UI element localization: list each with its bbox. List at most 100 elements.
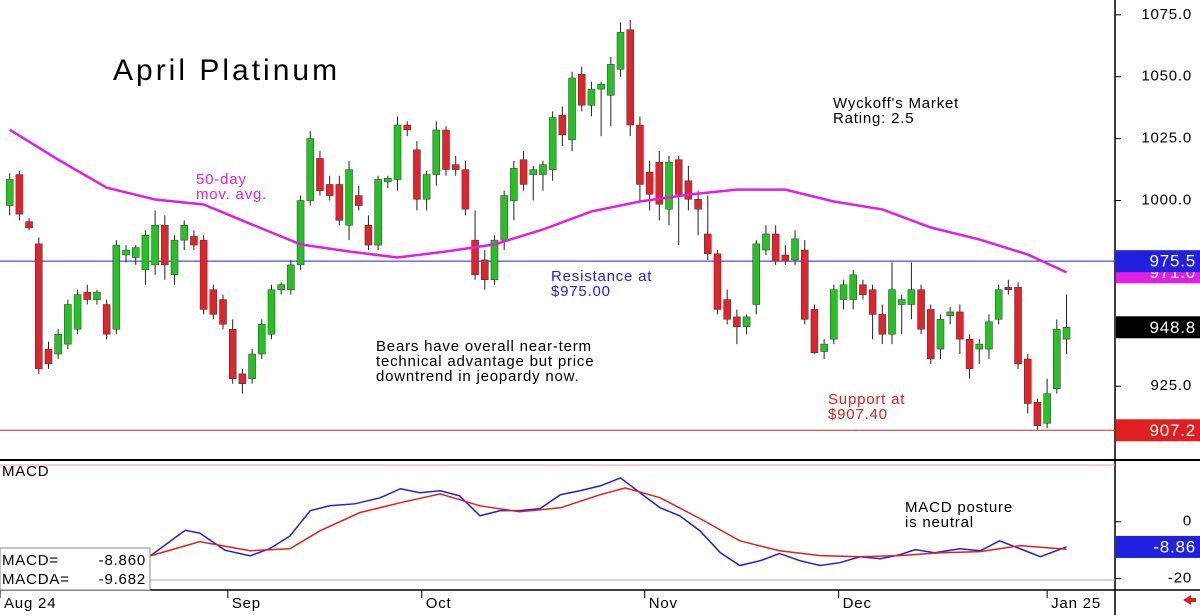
candle-body (800, 249, 809, 320)
candle-body (451, 164, 460, 170)
price-tag-label: 948.8 (1149, 318, 1196, 337)
y-tick-label: 1000.0 (1141, 191, 1192, 208)
candle-body (859, 284, 867, 295)
candle-body (481, 259, 489, 281)
candle-body (1062, 327, 1071, 340)
panel-title: MACD (2, 463, 49, 480)
candle-body (810, 309, 819, 354)
x-tick-label: Oct (426, 595, 452, 612)
candle-body (927, 309, 935, 360)
chart-title: April Platinum (113, 54, 340, 87)
scroll-arrow[interactable] (1183, 595, 1196, 605)
candle-body (335, 184, 344, 221)
candle-body (461, 169, 470, 210)
y-tick-label: -20 (1168, 570, 1192, 587)
candle-body (626, 29, 634, 126)
macd-line (149, 477, 1067, 567)
candle-body (413, 149, 421, 200)
candle-body (558, 114, 567, 136)
candle-body (258, 324, 266, 355)
candle-body (102, 304, 111, 335)
candle-body (597, 83, 605, 90)
annotation: mov. avg. (196, 186, 267, 203)
candle-body (161, 225, 169, 266)
candle-body (975, 343, 984, 350)
candle-body (44, 348, 53, 365)
candle-body (83, 291, 92, 300)
candle-body (345, 169, 353, 226)
y-tick-label: 1075.0 (1141, 6, 1192, 23)
readout-name: MACDA= (2, 571, 70, 588)
candle-body (354, 195, 363, 206)
candle-body (316, 158, 324, 191)
candle-body (422, 174, 431, 200)
price-tag-label: -8.86 (1153, 537, 1196, 556)
annotation: $907.40 (828, 406, 888, 423)
candle-body (93, 291, 101, 300)
readout-name: MACD= (2, 552, 59, 569)
candle-body (820, 343, 828, 352)
candle-body (228, 329, 237, 380)
candle-body (946, 311, 954, 316)
candle-body (742, 316, 751, 328)
candle-body (1053, 329, 1061, 389)
candle-body (994, 289, 1003, 320)
candle-body (35, 243, 43, 370)
candle-body (15, 174, 24, 215)
candle-body (577, 74, 586, 106)
candle-body (936, 319, 945, 350)
candle-body (636, 124, 644, 185)
candle-body (568, 77, 576, 141)
annotation: 50-day (196, 171, 247, 188)
candle-body (897, 299, 906, 305)
annotation: Wyckoff's Market (833, 95, 959, 112)
candle-body (209, 289, 218, 315)
candle-body (771, 233, 780, 262)
candle-body (510, 168, 518, 201)
y-tick-label: 1025.0 (1141, 130, 1192, 147)
candle-body (917, 289, 925, 330)
x-tick-label: Jan 25 (1051, 595, 1101, 612)
candle-body (500, 195, 508, 241)
price-tag (1116, 535, 1200, 558)
candle-body (403, 124, 411, 131)
candle-body (781, 254, 790, 262)
candle-body (587, 88, 596, 106)
price-tag (1116, 419, 1200, 442)
candle-body (1014, 286, 1022, 365)
candle-body (694, 199, 702, 210)
annotation: MACD posture (905, 499, 1013, 516)
price-tag (1116, 316, 1200, 339)
readout-value: -8.860 (99, 552, 146, 569)
candle-body (112, 244, 121, 330)
candle-body (219, 299, 227, 325)
y-tick-label: 925.0 (1150, 377, 1192, 394)
candle-body (287, 264, 295, 290)
readout-value: -9.682 (99, 571, 146, 588)
candle-body (539, 164, 547, 175)
candle-body (684, 180, 693, 200)
candle-body (306, 138, 315, 201)
candle-body (374, 179, 382, 246)
candle-body (73, 294, 82, 330)
candle-body (131, 247, 140, 258)
candle-body (752, 243, 761, 305)
price-tag-label: 975.5 (1149, 252, 1196, 271)
price-tag (1116, 250, 1200, 273)
annotation: downtrend in jeopardy now. (376, 368, 579, 385)
x-tick-label: Aug 24 (4, 595, 56, 612)
candle-body (1033, 402, 1042, 427)
candle-body (655, 161, 664, 205)
candle-body (122, 249, 130, 256)
candle-body (180, 225, 188, 241)
macd-line (150, 487, 1067, 558)
x-tick-label: Sep (232, 595, 261, 612)
candle-body (548, 117, 557, 170)
candle-body (723, 299, 731, 320)
candle-body (238, 373, 247, 384)
candle-body (733, 316, 741, 328)
candle-body (616, 31, 625, 70)
annotation: is neutral (905, 514, 974, 531)
